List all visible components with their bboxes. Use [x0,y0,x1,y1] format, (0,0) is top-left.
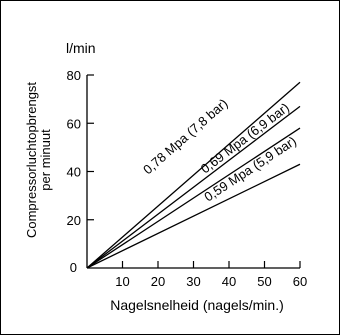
series-line [86,81,301,269]
x-tick-label: 10 [115,274,129,289]
series-labels: 0,78 Mpa (7,8 bar)0,69 Mpa (6,9 bar)0,59… [140,96,299,205]
y-axis-label-line-2: per minuut [38,129,53,191]
y-axis-label-line-1: Compressorluchtopbrengst [24,82,39,238]
axes [86,75,300,269]
y-tick-label: 0 [70,260,77,275]
y-tick-label: 80 [67,68,81,83]
series-line [86,163,301,269]
y-tick-label: 40 [67,165,81,180]
unit-label: l/min [66,40,96,56]
ticks: 0 20 40 60 80 10 20 30 40 50 60 [67,68,308,289]
series-lines [86,81,301,269]
series-line [86,127,301,269]
x-axis-label: Nagelsnelheid (nagels/min.) [110,297,284,313]
series-line [86,105,301,269]
x-tick-label: 30 [186,274,200,289]
y-tick-label: 20 [67,213,81,228]
x-tick-label: 50 [257,274,271,289]
y-tick-label: 60 [67,116,81,131]
x-tick-label: 40 [222,274,236,289]
x-tick-label: 60 [293,274,307,289]
x-tick-label: 20 [151,274,165,289]
